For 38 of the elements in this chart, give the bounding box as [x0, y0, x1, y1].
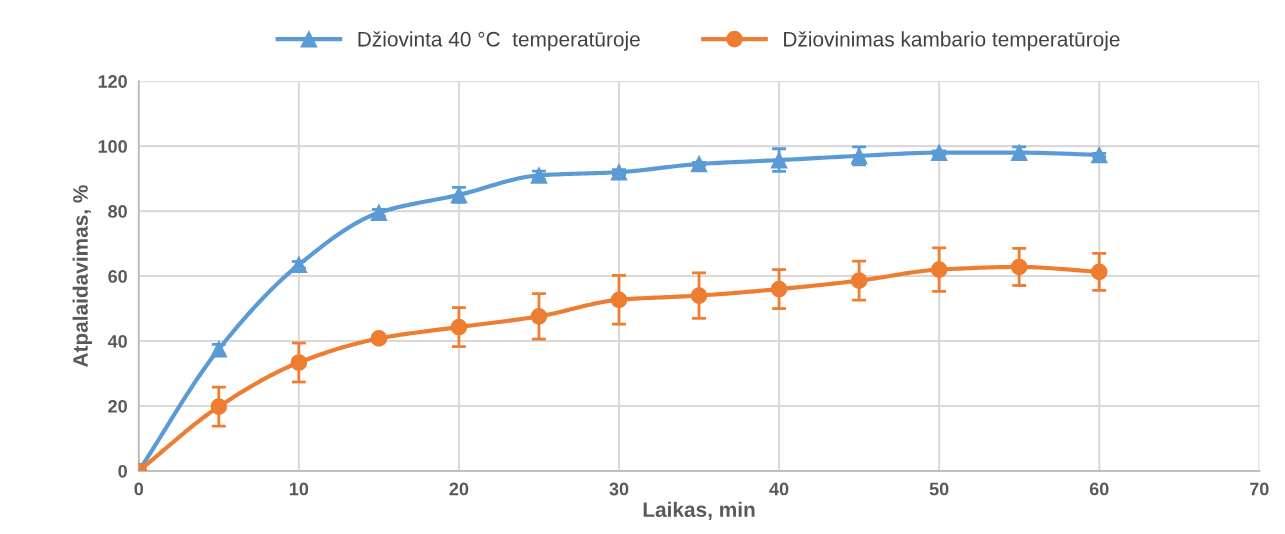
y-tick-label: 100 — [98, 140, 127, 153]
point — [610, 291, 628, 309]
y-tick-label: 20 — [108, 399, 127, 413]
y-axis-title: Atpalaidavimas, % — [72, 185, 92, 368]
x-tick-label: 50 — [929, 482, 949, 496]
point — [290, 354, 308, 371]
point — [370, 330, 388, 347]
x-tick-label: 30 — [609, 482, 629, 496]
point — [1090, 263, 1108, 281]
y-tick-label: 80 — [108, 205, 127, 218]
point — [610, 163, 628, 181]
x-axis-title: Laikas, min — [643, 501, 755, 521]
point — [290, 256, 308, 274]
x-tick-label: 20 — [449, 482, 469, 496]
point — [850, 272, 868, 289]
x-tick-label: 70 — [1250, 482, 1269, 496]
point — [690, 287, 708, 304]
legend-label: Džiovinta 40 °C temperatūroje — [358, 31, 640, 51]
x-tick-label: 40 — [769, 482, 789, 496]
y-tick-label: 0 — [118, 464, 127, 478]
point — [690, 155, 708, 173]
x-tick-label: 0 — [134, 482, 144, 496]
x-tick-label: 60 — [1089, 482, 1109, 496]
point — [930, 144, 948, 161]
point — [530, 308, 548, 325]
point — [770, 151, 788, 169]
y-tick-label: 60 — [108, 270, 127, 283]
point — [450, 318, 468, 336]
point — [770, 280, 788, 298]
legend-label: Džiovinimas kambario temperatūroje — [784, 31, 1120, 51]
y-tick-label: 120 — [98, 75, 127, 88]
point — [1090, 146, 1108, 164]
y-tick-label: 40 — [107, 334, 127, 348]
point — [370, 204, 388, 222]
point — [1010, 258, 1028, 276]
point — [210, 398, 228, 416]
point — [930, 261, 948, 278]
x-tick-label: 10 — [289, 482, 309, 496]
